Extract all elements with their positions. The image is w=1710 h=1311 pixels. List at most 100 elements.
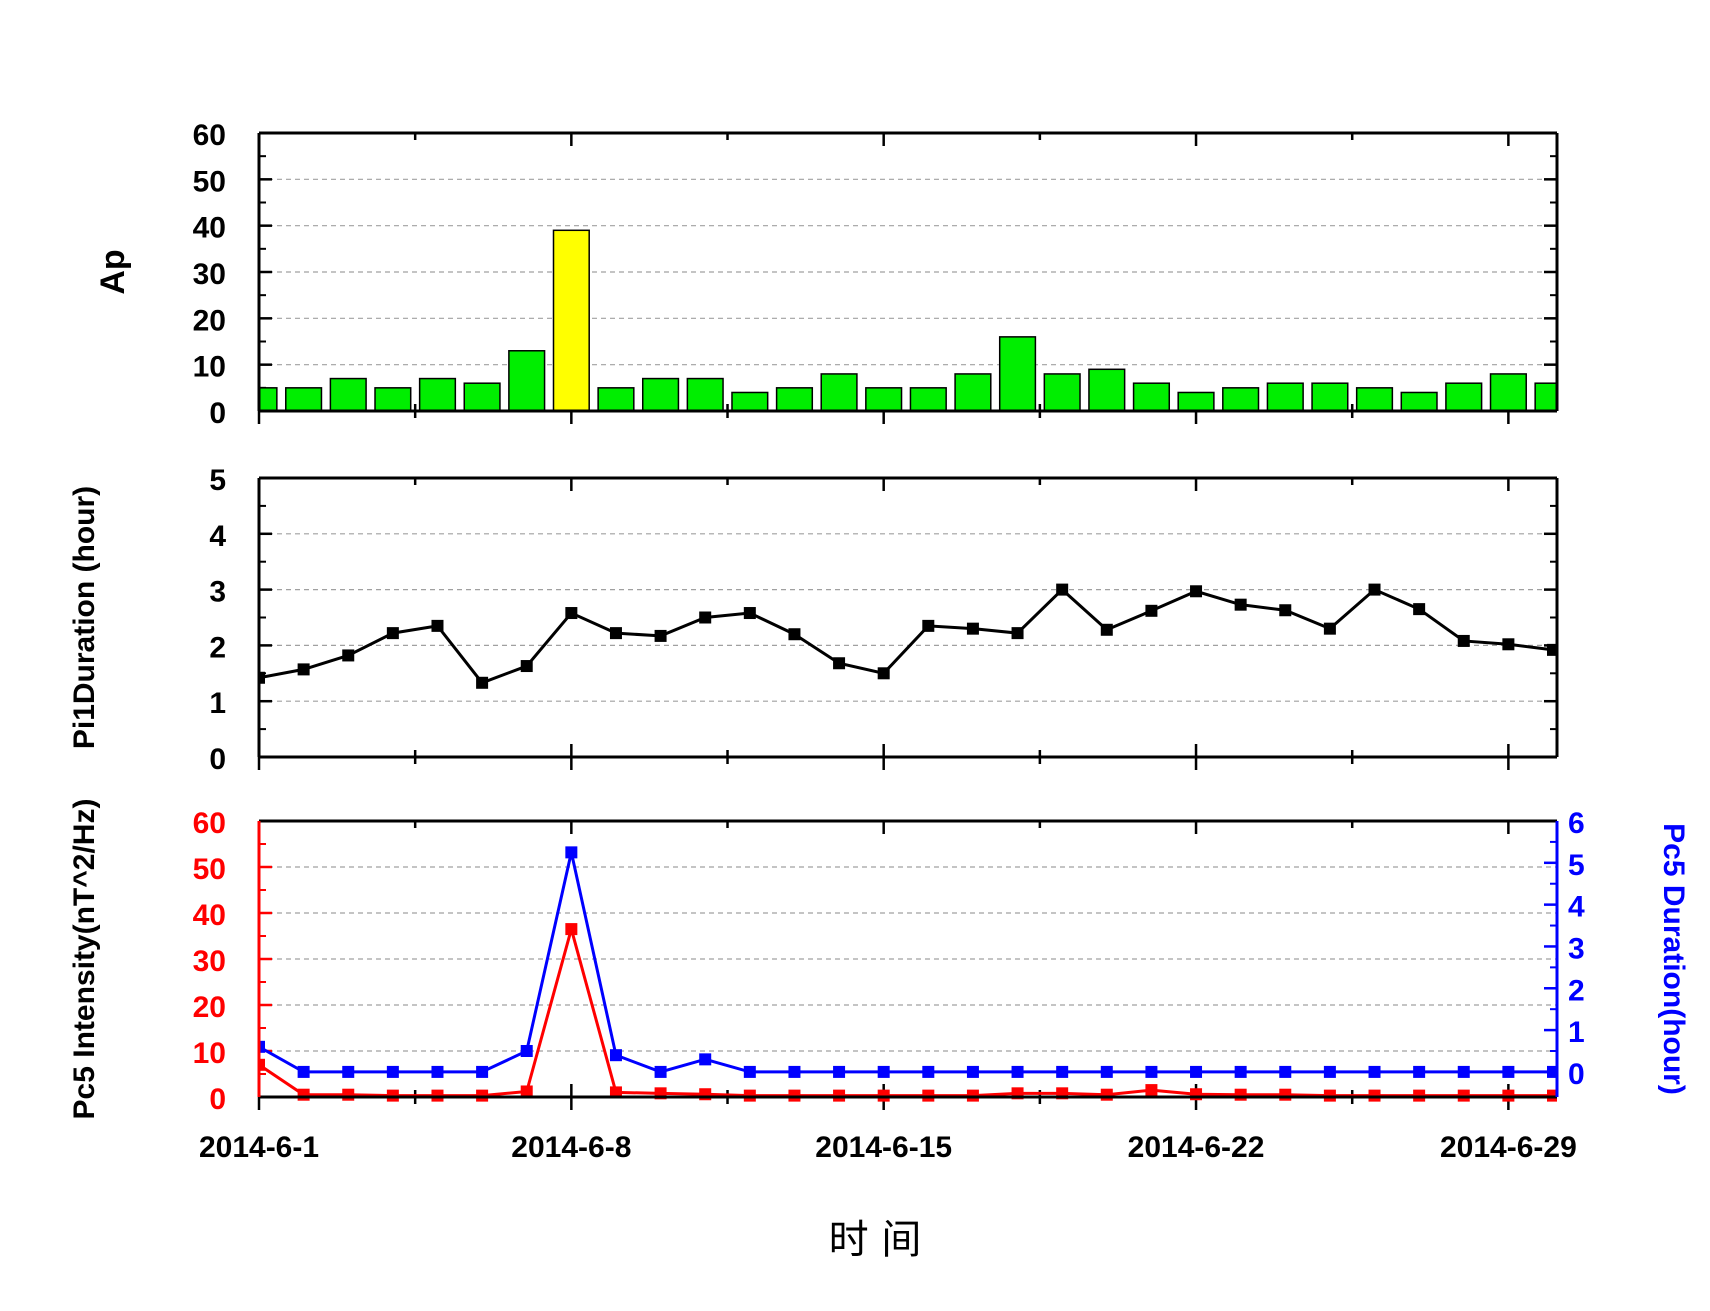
y2-tick-label: 4 xyxy=(1568,891,1585,924)
data-point xyxy=(1457,1065,1470,1078)
ap-bar xyxy=(1400,391,1438,412)
data-point xyxy=(1279,1088,1292,1101)
data-point xyxy=(297,1065,310,1078)
data-point xyxy=(877,1065,890,1078)
data-point xyxy=(609,627,622,640)
data-point xyxy=(520,1045,533,1057)
data-point xyxy=(1502,1065,1515,1078)
data-point xyxy=(743,607,756,620)
data-point xyxy=(386,1065,399,1078)
data-point xyxy=(1547,1065,1557,1078)
data-point xyxy=(520,1085,533,1098)
y2-tick-label: 2 xyxy=(1568,974,1585,1007)
ap-panel: 0 10 20 30 40 50 60 Ap xyxy=(94,119,1559,430)
y-tick-label: 0 xyxy=(209,397,226,430)
y-tick-label: 30 xyxy=(193,258,226,291)
pi1-series-line xyxy=(259,587,1554,685)
x-axis-title: 时 间 xyxy=(829,1217,922,1263)
data-point xyxy=(1145,1065,1158,1078)
ap-bar xyxy=(775,387,814,412)
data-point xyxy=(1056,1065,1069,1078)
y2-axis-title: Pc5 Duration(hour) xyxy=(1657,823,1690,1095)
data-point xyxy=(431,1065,444,1078)
data-point xyxy=(922,619,935,632)
x-tick-label: 2014-6-29 xyxy=(1440,1131,1577,1164)
y-tick-label: 3 xyxy=(209,576,226,609)
y-tick-label: 60 xyxy=(193,119,226,152)
data-point xyxy=(699,1053,712,1066)
data-point xyxy=(1279,1065,1292,1078)
data-point xyxy=(833,1065,846,1078)
y-tick-label: 0 xyxy=(209,743,226,776)
data-point xyxy=(565,923,578,936)
data-point xyxy=(1323,622,1336,635)
y-tick-label: 60 xyxy=(193,807,226,840)
x-axis-tick-labels: 2014-6-1 2014-6-8 2014-6-15 2014-6-22 2014-6… xyxy=(199,1131,1577,1164)
y2-tick-label: 1 xyxy=(1568,1016,1585,1049)
y-tick-label: 50 xyxy=(193,165,226,198)
data-point xyxy=(342,1065,355,1078)
data-point xyxy=(609,1086,622,1099)
data-point xyxy=(1011,627,1024,640)
data-point xyxy=(1234,1065,1247,1078)
ap-bar xyxy=(329,377,367,412)
y2-tick-label: 6 xyxy=(1568,807,1585,840)
data-point xyxy=(1100,1088,1113,1101)
y2-tick-label: 5 xyxy=(1568,849,1585,882)
y-tick-label: 4 xyxy=(209,520,226,553)
data-point xyxy=(386,627,399,640)
data-point xyxy=(833,657,846,670)
data-point xyxy=(1368,1065,1381,1078)
data-point xyxy=(1190,585,1203,598)
data-point xyxy=(297,1088,310,1101)
data-point xyxy=(520,660,533,673)
ap-bar xyxy=(463,382,501,412)
data-point xyxy=(1190,1065,1203,1078)
ap-bar xyxy=(641,377,680,412)
data-point xyxy=(743,1065,756,1078)
x-tick-label: 2014-6-8 xyxy=(511,1131,631,1164)
data-point xyxy=(699,611,712,624)
ap-bar xyxy=(998,336,1037,412)
ap-bar xyxy=(259,387,278,412)
data-point xyxy=(788,1065,801,1078)
data-point xyxy=(922,1065,935,1078)
data-point xyxy=(1234,1088,1247,1101)
y-tick-label: 30 xyxy=(193,945,226,978)
data-point xyxy=(297,663,310,676)
ap-bar xyxy=(686,377,724,412)
data-point xyxy=(1457,634,1470,647)
data-point xyxy=(1413,603,1426,616)
data-point xyxy=(259,1058,265,1071)
pc5-duration-line xyxy=(259,852,1553,1074)
y-tick-label: 40 xyxy=(193,899,226,932)
data-point xyxy=(654,629,667,642)
ap-bar xyxy=(1222,387,1260,412)
data-point xyxy=(966,622,979,635)
ap-bar xyxy=(1088,368,1126,412)
data-point xyxy=(1100,623,1113,636)
ap-bar xyxy=(1445,382,1483,412)
data-point xyxy=(788,628,801,641)
ap-bar xyxy=(508,350,546,412)
ap-bar xyxy=(1355,387,1394,412)
data-point xyxy=(1323,1065,1336,1078)
data-point xyxy=(565,607,578,620)
ap-bar xyxy=(865,387,903,412)
data-point xyxy=(966,1065,979,1078)
ap-bar xyxy=(285,387,323,412)
ap-bar xyxy=(731,391,769,412)
y-axis-title: Pi1Duration (hour) xyxy=(68,486,101,749)
ap-bar xyxy=(820,373,858,412)
data-point xyxy=(476,676,489,689)
data-point xyxy=(431,619,444,632)
y-tick-label: 1 xyxy=(209,687,226,720)
y-tick-label: 20 xyxy=(193,991,226,1024)
data-point xyxy=(1145,604,1158,617)
y-tick-label: 2 xyxy=(209,631,226,664)
data-point xyxy=(342,649,355,662)
data-point xyxy=(877,667,890,680)
y-axis-title: Pc5 Intensity(nT^2/Hz) xyxy=(68,799,101,1120)
ap-bar xyxy=(1534,382,1557,412)
y-axis-title: Ap xyxy=(94,249,132,294)
